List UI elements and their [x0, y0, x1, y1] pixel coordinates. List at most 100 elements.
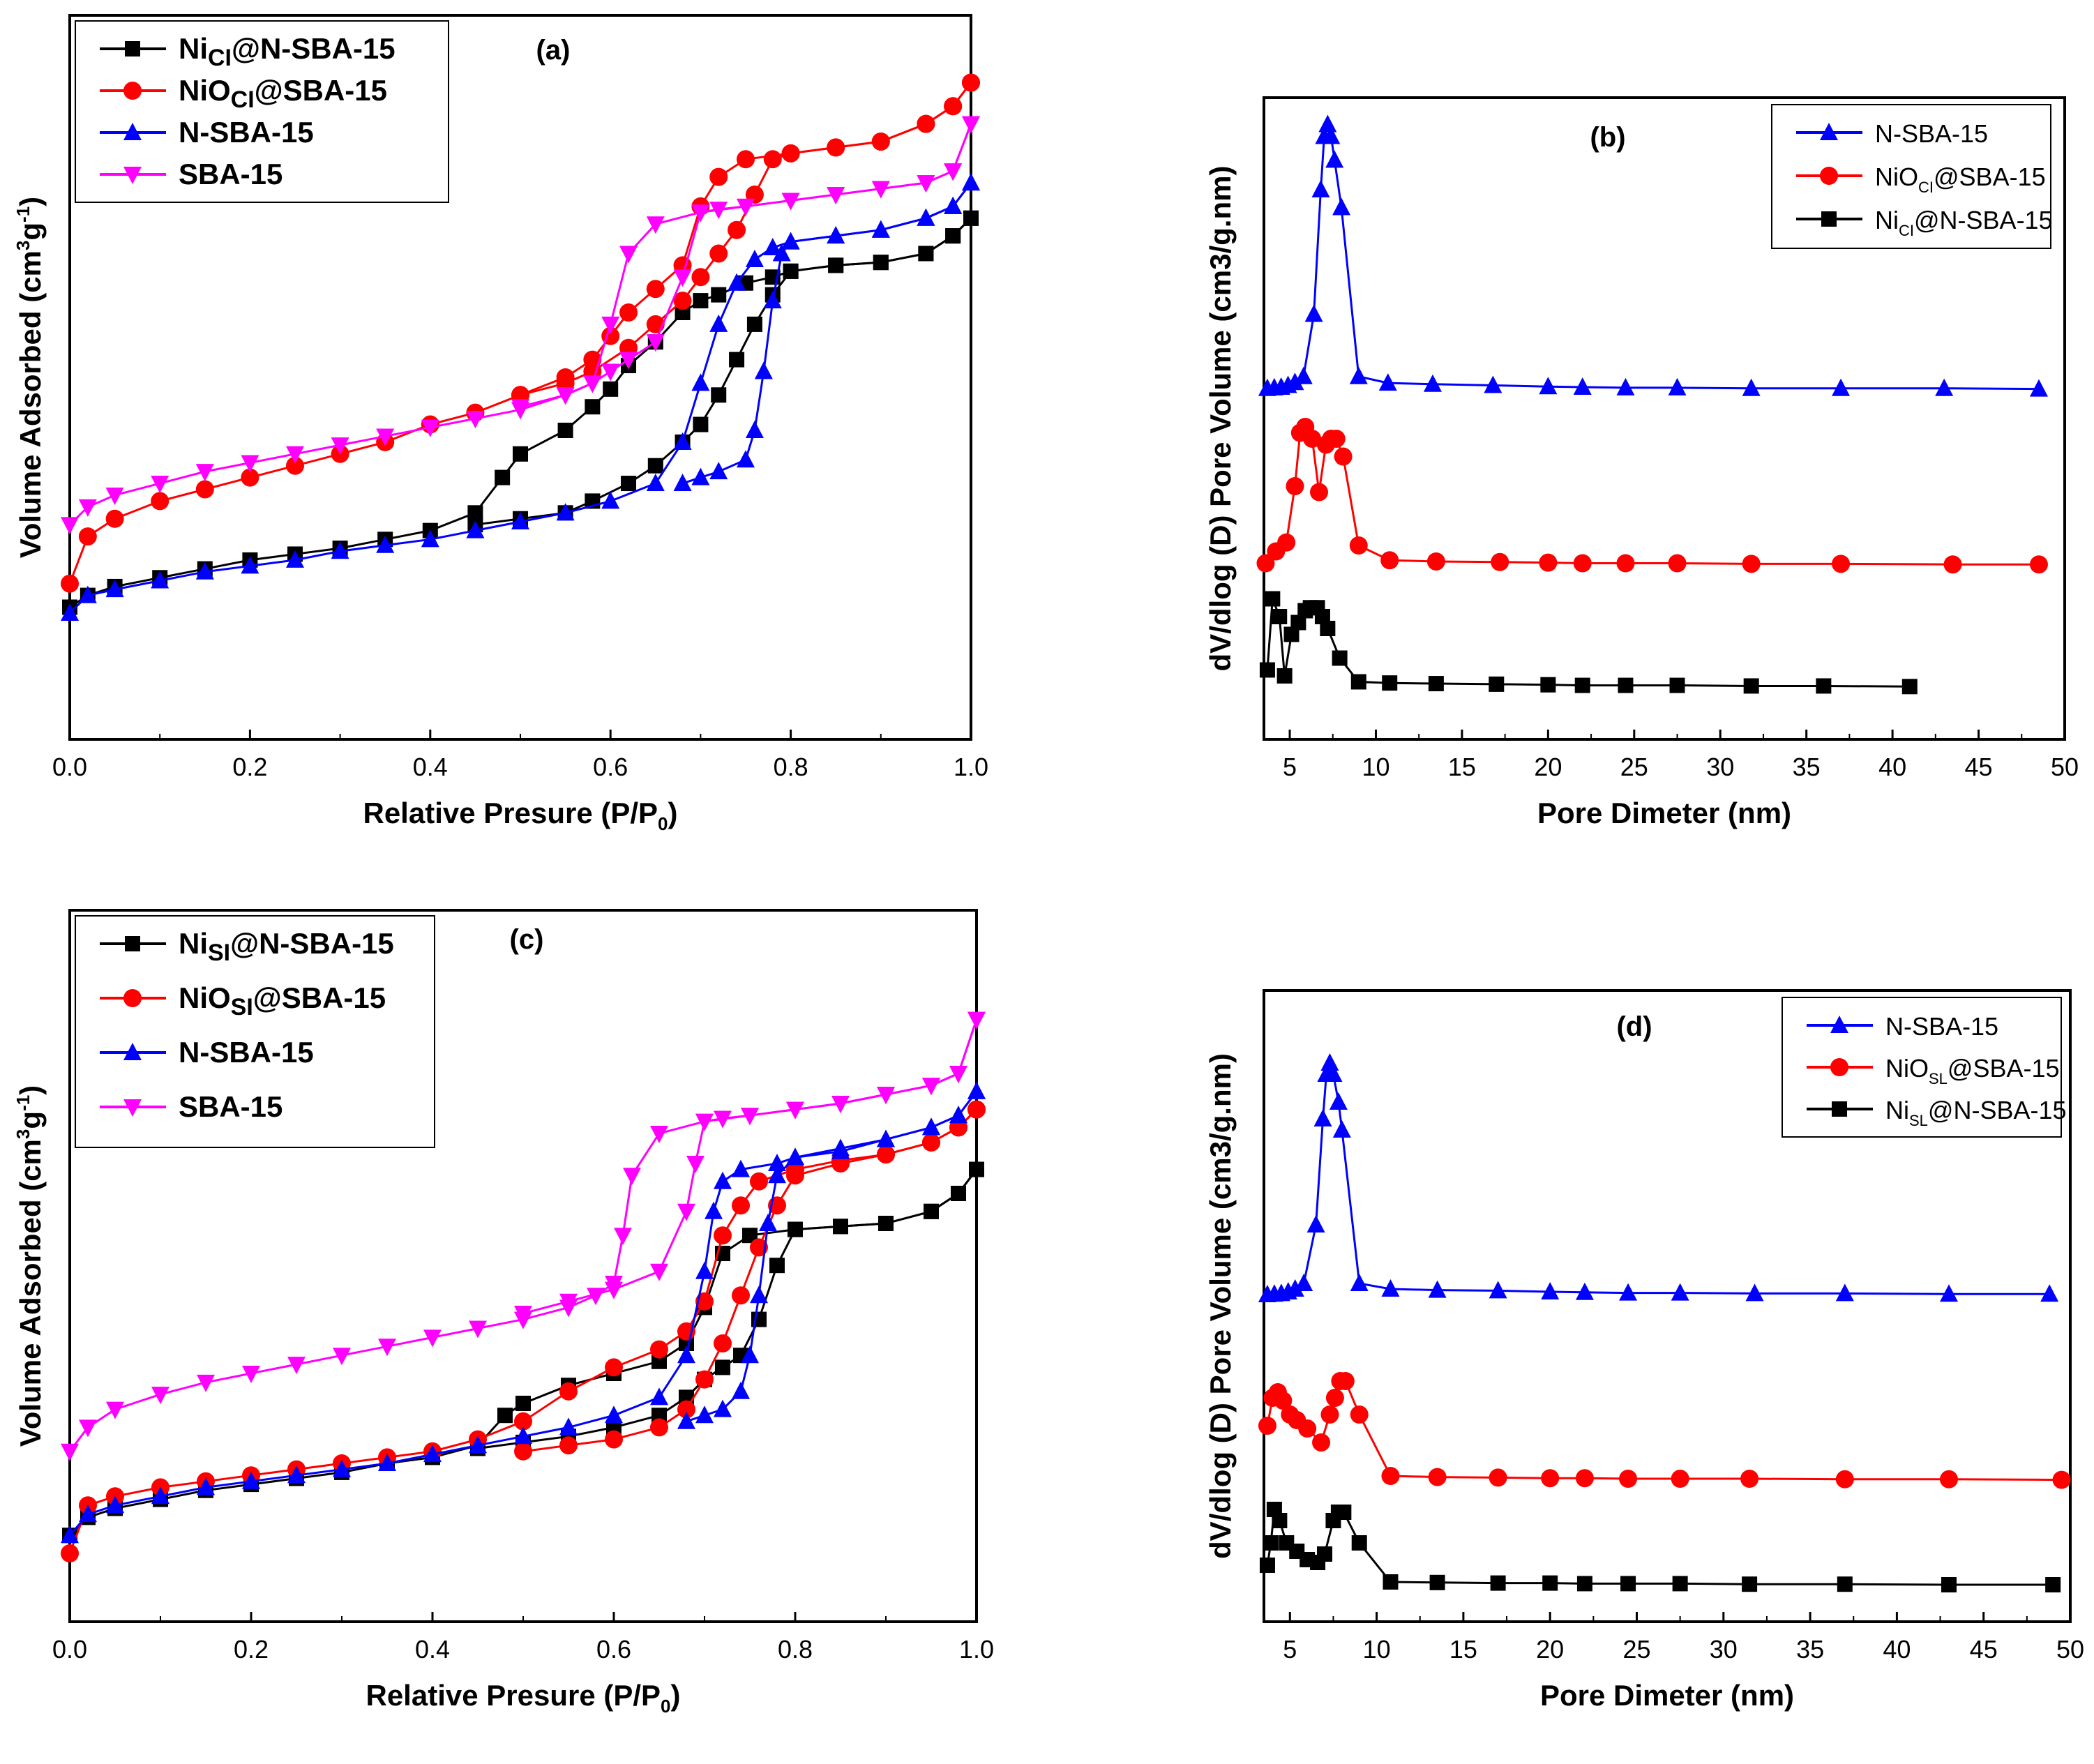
data-point	[469, 1435, 487, 1454]
x-tick-label: 25	[1622, 1635, 1650, 1664]
data-point	[1332, 1120, 1351, 1138]
data-point	[1311, 180, 1330, 197]
legend-label-main: Ni	[179, 927, 208, 960]
series-n-sba-15	[1258, 114, 2048, 397]
data-point	[2040, 1284, 2059, 1302]
legend-marker	[123, 1043, 142, 1060]
data-point	[786, 1101, 804, 1120]
x-axis-label: Relative Presure (P/P0)	[363, 797, 677, 834]
data-point	[105, 509, 124, 528]
y-axis-label-sup: -1	[13, 1095, 33, 1111]
data-point	[709, 244, 728, 263]
data-point	[1484, 375, 1502, 393]
x-tick-label: 0.0	[52, 1635, 87, 1664]
data-point	[962, 116, 980, 134]
x-axis-label-main: Pore Dimeter (nm)	[1537, 797, 1791, 829]
data-point	[1314, 609, 1330, 624]
x-tick-label: 30	[1706, 753, 1734, 781]
data-point	[1310, 483, 1329, 502]
data-point	[741, 1345, 759, 1364]
data-point	[949, 1066, 967, 1083]
data-point	[1318, 114, 1337, 133]
series-line	[1266, 1380, 2062, 1482]
data-point	[514, 1412, 532, 1431]
legend-item: N-SBA-15	[1807, 1012, 1998, 1041]
data-point	[781, 144, 800, 163]
data-point	[763, 238, 782, 256]
data-point	[1429, 1574, 1445, 1590]
x-tick-label: 0.8	[778, 1635, 813, 1664]
data-point	[967, 1081, 986, 1099]
data-point	[714, 1399, 732, 1417]
x-tick-label: 40	[1883, 1635, 1911, 1664]
x-tick-label: 20	[1534, 753, 1562, 781]
data-point	[1332, 197, 1351, 216]
data-point	[1742, 1576, 1758, 1592]
data-point	[1320, 1405, 1339, 1424]
data-point	[2029, 555, 2048, 574]
panel-label: (d)	[1616, 1011, 1652, 1042]
data-point	[781, 193, 800, 211]
data-point	[833, 1219, 848, 1235]
legend-label-main: N-SBA-15	[179, 1036, 314, 1069]
data-point	[61, 603, 79, 621]
data-point	[715, 1359, 730, 1375]
data-point	[647, 458, 663, 474]
x-tick-label: 15	[1448, 753, 1476, 781]
data-point	[61, 1525, 79, 1544]
data-point	[376, 428, 395, 446]
data-point	[197, 1477, 215, 1495]
data-point	[1939, 1284, 1958, 1302]
data-point	[466, 520, 485, 538]
x-tick-label: 1.0	[954, 753, 988, 781]
data-point	[376, 535, 395, 553]
data-point	[646, 334, 665, 352]
data-point	[61, 1544, 79, 1562]
legend-label: N-SBA-15	[179, 116, 314, 149]
data-point	[421, 419, 439, 437]
data-point	[1576, 1576, 1592, 1592]
legend-label-sub: SL	[1909, 1112, 1928, 1129]
legend-item: NiCI@N-SBA-15	[100, 32, 396, 71]
x-tick-label: 25	[1620, 753, 1648, 781]
data-point	[781, 232, 800, 250]
data-point	[1619, 1470, 1638, 1488]
x-axis-label-main: Relative Presure (P/P	[363, 797, 658, 829]
data-point	[241, 455, 259, 473]
legend-label-rest: @N-SBA-15	[230, 927, 394, 960]
data-point	[1327, 430, 1346, 448]
data-point	[951, 1186, 966, 1201]
data-point	[151, 1387, 170, 1405]
data-point	[1616, 554, 1635, 573]
data-point	[151, 1486, 170, 1505]
data-point	[621, 476, 637, 492]
data-point	[1835, 1283, 1854, 1302]
y-axis-label-mid: g	[14, 223, 47, 241]
data-point	[646, 216, 665, 234]
data-point	[1351, 1535, 1367, 1551]
data-point	[286, 456, 304, 475]
legend-marker	[123, 123, 142, 140]
data-point	[1742, 378, 1761, 396]
data-point	[1349, 366, 1368, 384]
data-point	[677, 1411, 695, 1429]
data-point	[2052, 1470, 2071, 1489]
data-point	[763, 150, 782, 169]
legend-marker	[123, 1099, 142, 1117]
data-point	[827, 187, 845, 204]
data-point	[673, 269, 692, 287]
data-point	[1489, 676, 1505, 692]
data-point	[423, 1329, 442, 1348]
data-point	[1320, 621, 1336, 636]
data-point	[378, 1454, 396, 1471]
data-point	[511, 399, 529, 417]
data-point	[195, 464, 214, 482]
x-axis-label-main: Relative Presure (P/P	[366, 1679, 661, 1712]
data-point	[495, 469, 511, 485]
data-point	[1329, 1092, 1348, 1110]
data-point	[559, 1293, 578, 1311]
legend-label-main: NiO	[1885, 1054, 1929, 1083]
data-point	[1324, 1064, 1343, 1082]
series-n-sba-15	[61, 173, 980, 621]
